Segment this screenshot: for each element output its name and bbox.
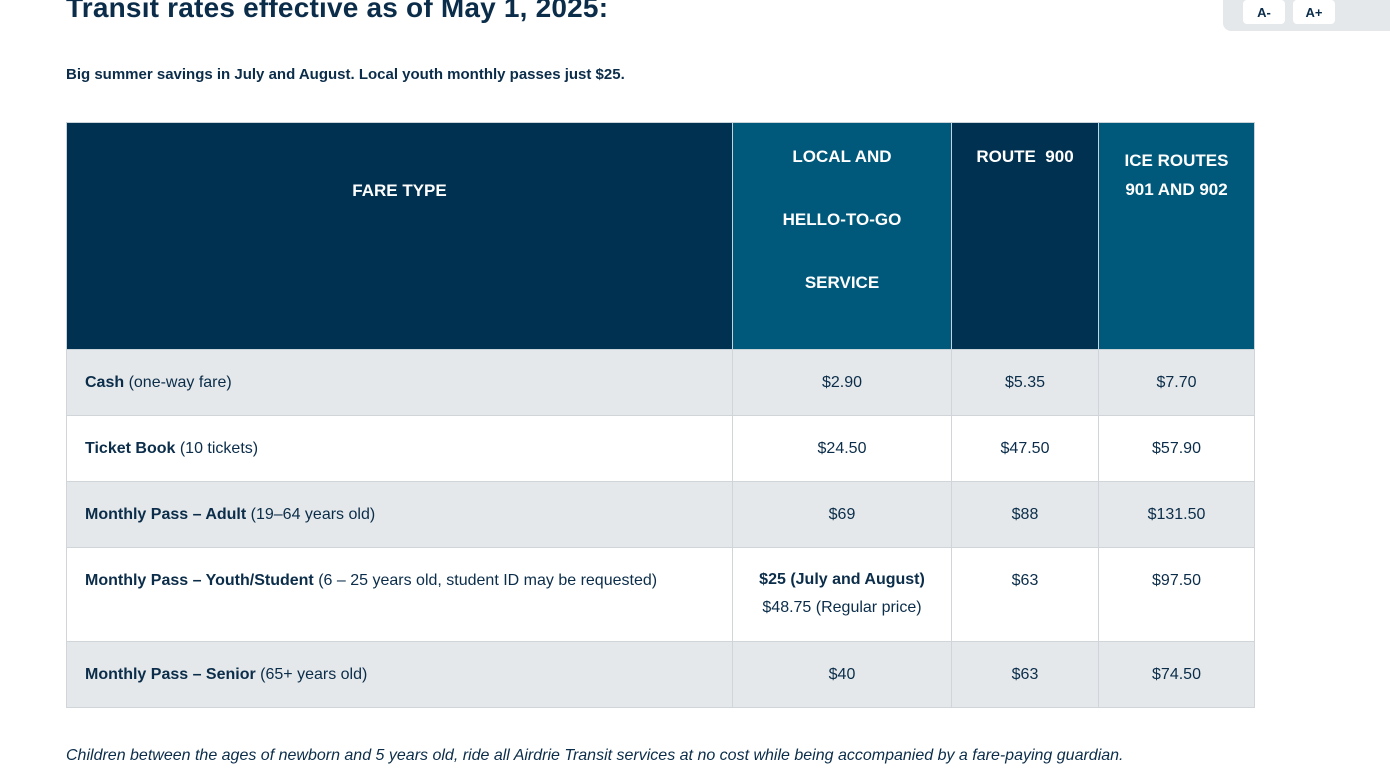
increase-font-button[interactable]: A+ — [1293, 0, 1335, 24]
table-row: Cash (one-way fare) $2.90 $5.35 $7.70 — [66, 349, 1255, 416]
header-route-900: ROUTE 900 — [951, 122, 1099, 350]
table-row: Monthly Pass – Senior (65+ years old) $4… — [66, 641, 1255, 708]
page-title: Transit rates effective as of May 1, 202… — [66, 0, 609, 23]
fare-table: FARE TYPE LOCAL AND HELLO-TO-GO SERVICE … — [66, 122, 1255, 708]
header-fare-type: FARE TYPE — [66, 122, 733, 350]
decrease-font-button[interactable]: A- — [1243, 0, 1285, 24]
header-local: LOCAL AND HELLO-TO-GO SERVICE — [732, 122, 952, 350]
table-row: Monthly Pass – Adult (19–64 years old) $… — [66, 481, 1255, 548]
children-note: Children between the ages of newborn and… — [66, 747, 1124, 764]
table-row: Ticket Book (10 tickets) $24.50 $47.50 $57… — [66, 415, 1255, 482]
subtitle: Big summer savings in July and August. L… — [66, 66, 625, 83]
table-row: Monthly Pass – Youth/Student (6 – 25 yea… — [66, 547, 1255, 642]
header-ice-routes: ICE ROUTES 901 AND 902 — [1098, 122, 1255, 350]
font-size-controls: A- A+ — [1223, 0, 1390, 31]
